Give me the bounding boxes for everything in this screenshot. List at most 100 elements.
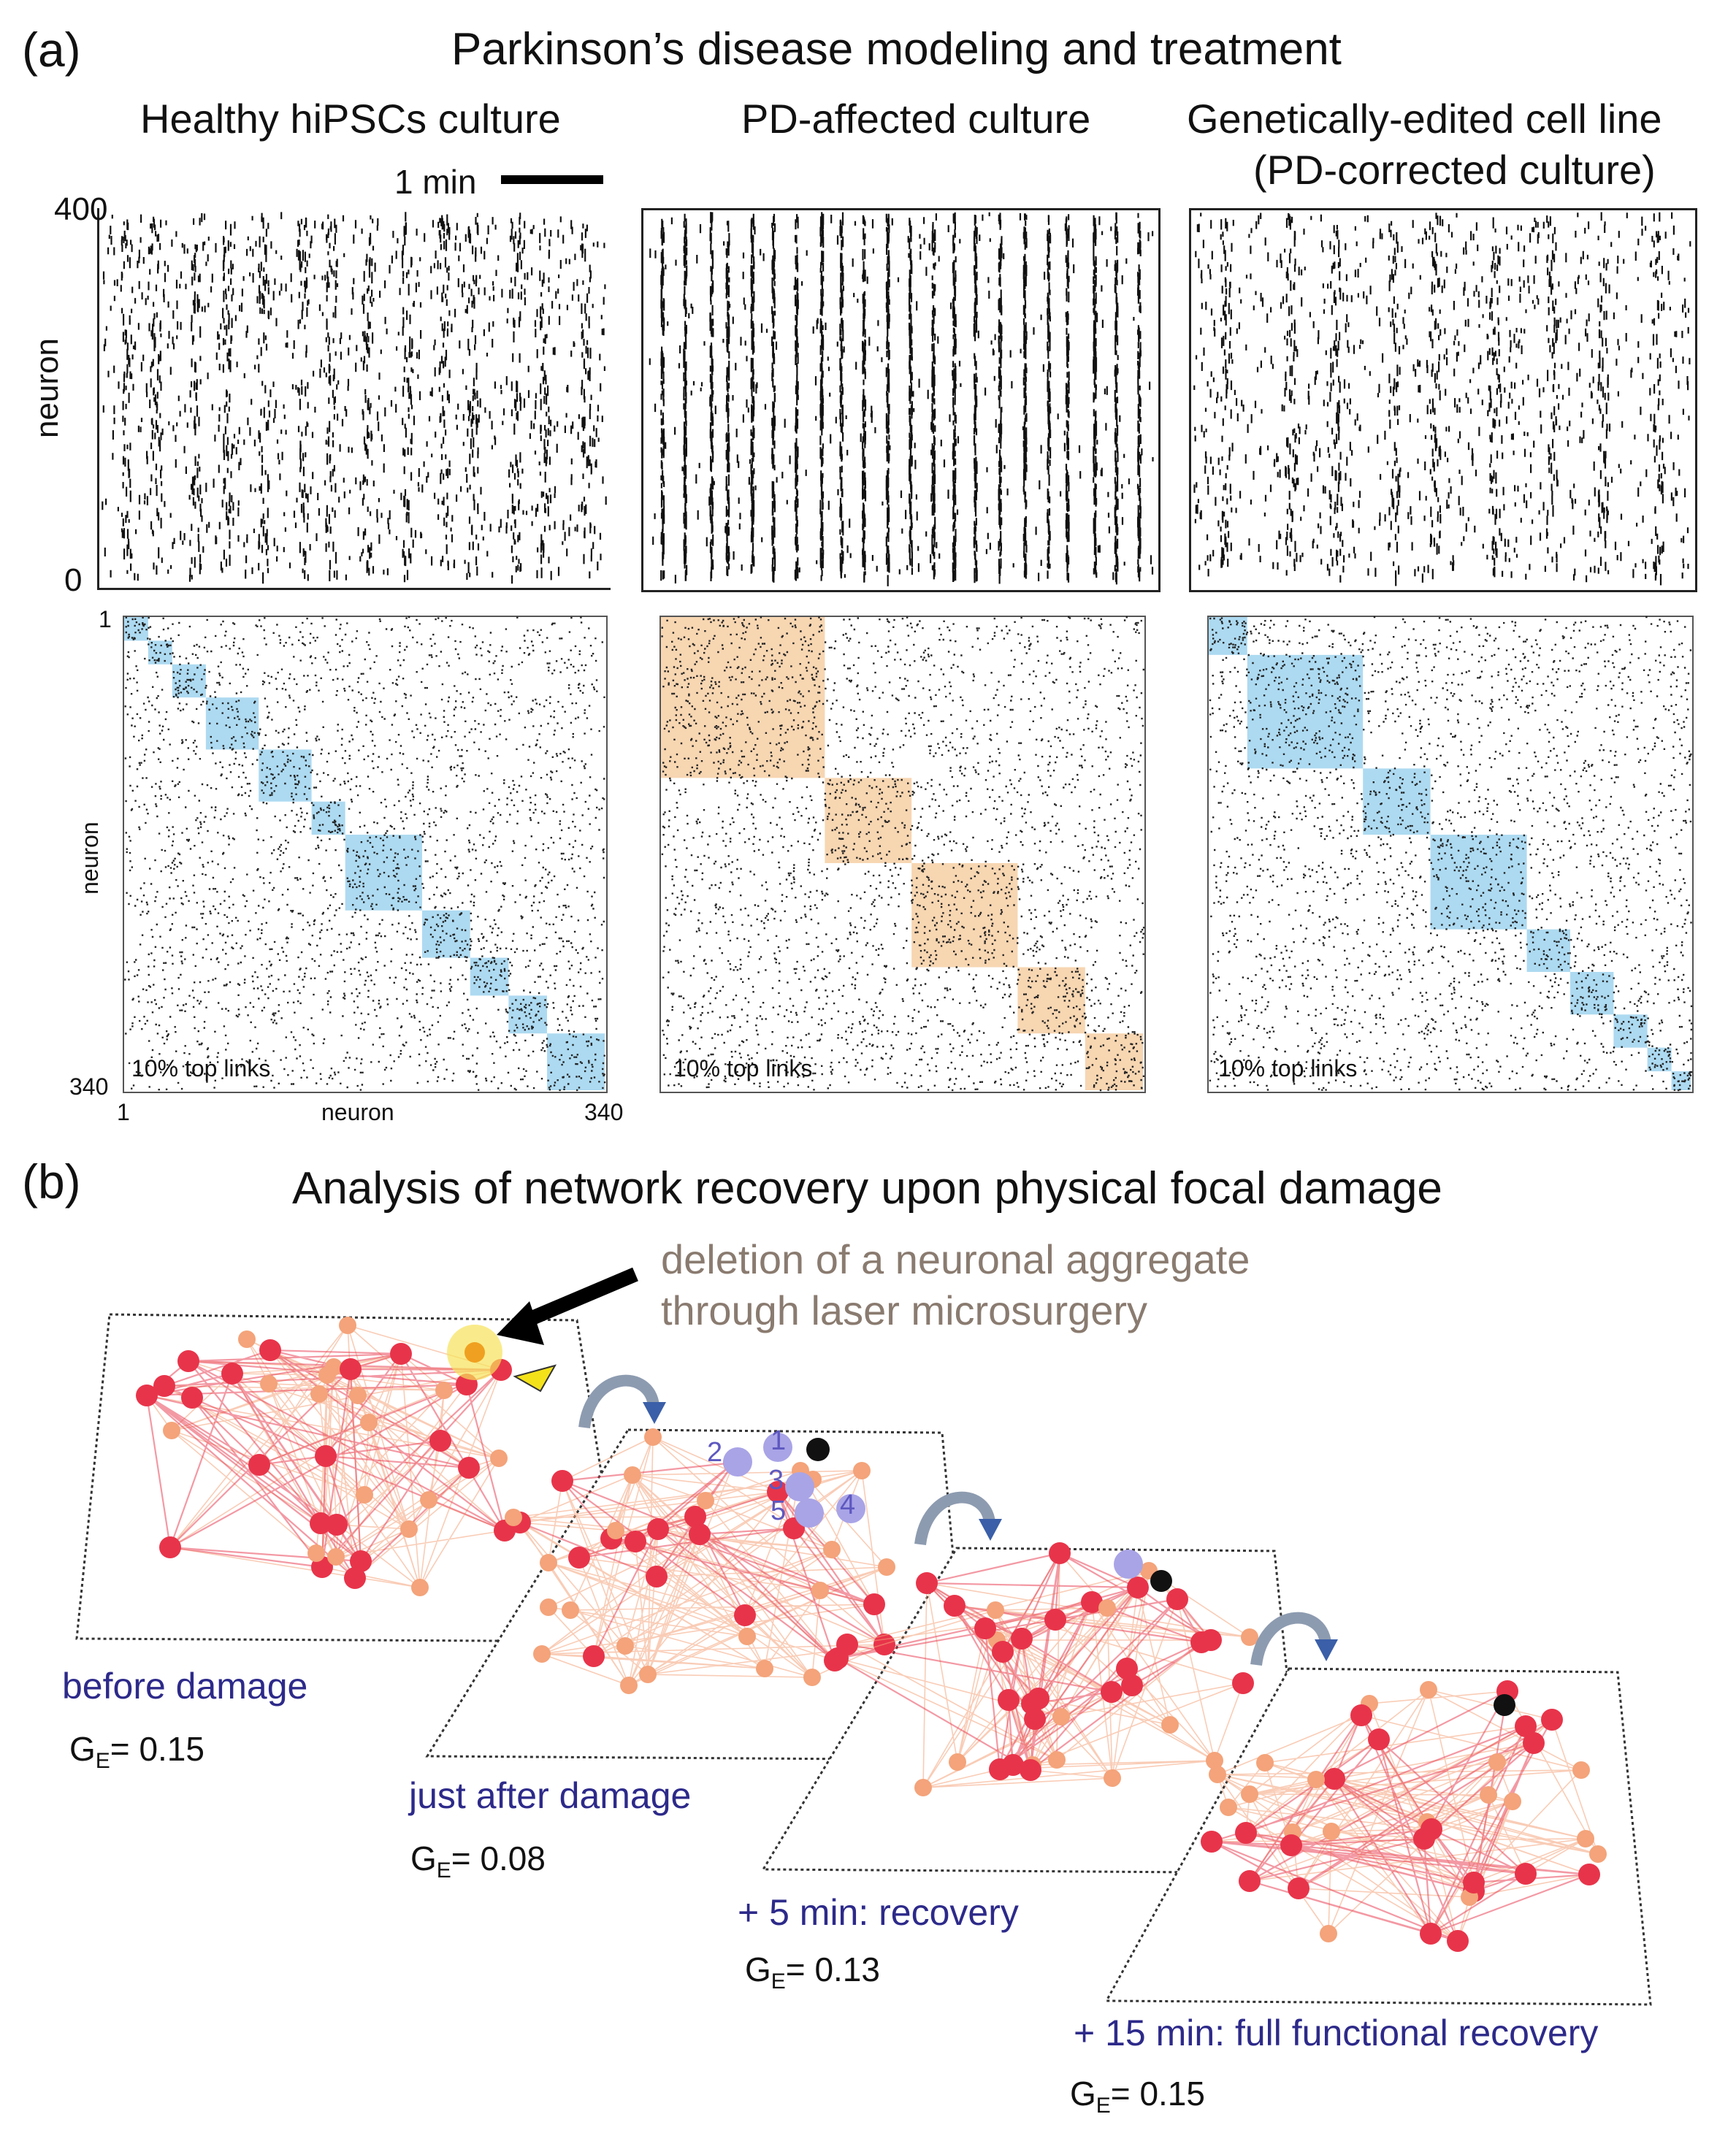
network-node [684, 1506, 706, 1528]
stage-label-before: before damage [62, 1666, 308, 1707]
network-node [827, 1647, 849, 1669]
network-node [1239, 1870, 1261, 1892]
transition-arrow-icon [578, 1374, 659, 1429]
network-node [248, 1454, 270, 1476]
network-node [1578, 1864, 1600, 1885]
network-node [562, 1601, 579, 1619]
network-node [998, 1689, 1020, 1711]
weak-edges [1211, 1689, 1599, 1942]
network-node [689, 1523, 711, 1545]
network-node [734, 1604, 756, 1626]
network-node [310, 1385, 328, 1403]
network-node [1021, 1693, 1043, 1715]
network-card-3 [1104, 1667, 1652, 2006]
network-node [1121, 1674, 1143, 1696]
network-node [344, 1567, 366, 1589]
network-node [1577, 1830, 1594, 1847]
network-node [1166, 1588, 1188, 1610]
matrix-note-healthy: 10% top links [131, 1055, 271, 1081]
targeted-node [464, 1342, 485, 1363]
network-node [1044, 1609, 1066, 1631]
network-node [756, 1660, 773, 1677]
black-arrow-shaft [512, 1267, 638, 1333]
matrix-links-1 [661, 616, 1145, 1092]
network-node [1368, 1728, 1390, 1750]
network-node [490, 1450, 508, 1467]
transition-arrow-head-icon [643, 1402, 666, 1424]
network-node [853, 1462, 871, 1479]
network-node [620, 1677, 638, 1694]
network-node [505, 1509, 522, 1526]
network-node [616, 1637, 634, 1655]
damaged-node [795, 1498, 824, 1528]
network-node [318, 1366, 336, 1384]
network-node [340, 1358, 362, 1380]
network-node [429, 1430, 451, 1452]
network-node [327, 1548, 345, 1566]
network-node [533, 1645, 551, 1663]
network-node [1420, 1818, 1442, 1840]
matrix-y-bottom: 340 [69, 1073, 109, 1100]
dead-node [806, 1438, 830, 1461]
module-block [825, 778, 912, 863]
network-node [400, 1520, 418, 1538]
network-node [1116, 1658, 1138, 1680]
black-arrow-head-icon [497, 1301, 544, 1345]
matrix-x-right: 340 [584, 1099, 624, 1125]
annotation-line2: through laser microsurgery [661, 1287, 1148, 1333]
network-node [307, 1544, 325, 1562]
damaged-label-3: 3 [768, 1465, 784, 1496]
matrix-y-top: 1 [99, 606, 112, 632]
network-node [551, 1470, 573, 1492]
panel-b-title: Analysis of network recovery upon physic… [292, 1163, 1442, 1214]
laser-pointer-icon [513, 1364, 557, 1393]
raster-edited [1189, 208, 1697, 592]
network-node [1220, 1799, 1237, 1816]
matrix-modules-0 [124, 616, 606, 1092]
network-node [1235, 1822, 1257, 1844]
network-node [767, 1481, 789, 1503]
dead-node [1150, 1570, 1172, 1592]
network-card-2 [761, 1542, 1309, 1874]
matrix-links-0 [124, 616, 606, 1092]
raster-spike-path-2 [1193, 212, 1691, 586]
raster-y-min: 0 [64, 562, 83, 598]
stage-label-5min: + 5 min: recovery [738, 1892, 1019, 1933]
raster-spikes-1 [649, 212, 1154, 586]
module-block [259, 749, 312, 802]
ge-before: GE= 0.15 [69, 1730, 204, 1774]
network-node [1048, 1751, 1066, 1769]
network-node [624, 1531, 646, 1552]
network-node [992, 1641, 1014, 1663]
transition-arrow-icon [914, 1491, 995, 1546]
network-node [1589, 1845, 1607, 1863]
annotation-line1: deletion of a neuronal aggregate [661, 1236, 1250, 1282]
matrix-links-2 [1209, 616, 1693, 1092]
network-node [411, 1579, 429, 1596]
network-node [221, 1363, 243, 1385]
network-node [568, 1547, 590, 1569]
network-node [583, 1645, 605, 1667]
network-node [863, 1593, 885, 1615]
network-node [987, 1601, 1004, 1619]
network-node [136, 1385, 158, 1406]
transition-arrow-head-icon [979, 1519, 1002, 1541]
network-node [1541, 1709, 1563, 1731]
network-node [644, 1428, 662, 1446]
module-block [1430, 835, 1527, 930]
transition-arrow-head-icon [1315, 1639, 1338, 1661]
stage-label-15min: + 15 min: full functional recovery [1074, 2013, 1599, 2053]
damaged-node [1114, 1550, 1143, 1579]
network-node [1447, 1930, 1469, 1952]
network-node [1463, 1872, 1485, 1893]
network-node [878, 1558, 895, 1576]
network-node [339, 1317, 356, 1334]
module-block [1363, 768, 1431, 835]
network-node [1515, 1863, 1537, 1885]
network-node [390, 1343, 412, 1365]
module-block [1671, 1071, 1691, 1090]
card-frame [1104, 1667, 1652, 2006]
network-node [181, 1387, 203, 1409]
column-title-edited-line2: (PD-corrected culture) [1253, 147, 1656, 193]
